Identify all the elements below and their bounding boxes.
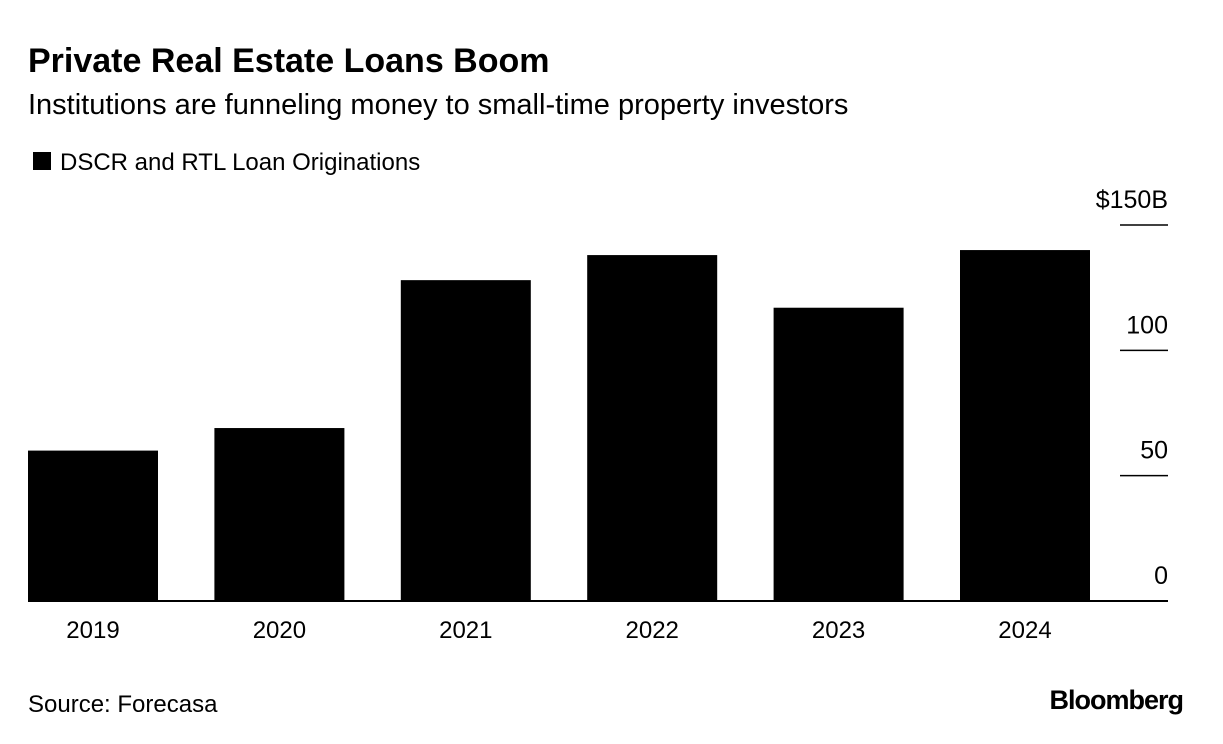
x-tick-label: 2022 bbox=[626, 617, 679, 644]
y-tick-label: 50 bbox=[1140, 437, 1168, 465]
bar bbox=[400, 280, 531, 601]
source: Source: Forecasa bbox=[28, 691, 218, 718]
bar bbox=[587, 255, 718, 601]
x-tick-label: 2023 bbox=[812, 617, 865, 644]
x-tick-label: 2024 bbox=[998, 617, 1051, 644]
chart-subtitle: Institutions are funneling money to smal… bbox=[28, 89, 848, 121]
x-tick-label: 2019 bbox=[66, 617, 119, 644]
legend-swatch bbox=[33, 152, 51, 170]
y-tick-label: 100 bbox=[1126, 311, 1168, 339]
x-tick-label: 2021 bbox=[439, 617, 492, 644]
y-tick-label: $150B bbox=[1096, 186, 1168, 214]
bar bbox=[960, 250, 1090, 602]
x-tick-label: 2020 bbox=[253, 617, 306, 644]
credit: Bloomberg bbox=[1049, 685, 1183, 715]
chart-title: Private Real Estate Loans Boom bbox=[28, 42, 550, 80]
legend-label: DSCR and RTL Loan Originations bbox=[60, 149, 420, 176]
bar bbox=[28, 450, 158, 601]
bar bbox=[214, 428, 345, 601]
bar bbox=[773, 307, 904, 601]
y-tick-label: 0 bbox=[1154, 562, 1168, 590]
